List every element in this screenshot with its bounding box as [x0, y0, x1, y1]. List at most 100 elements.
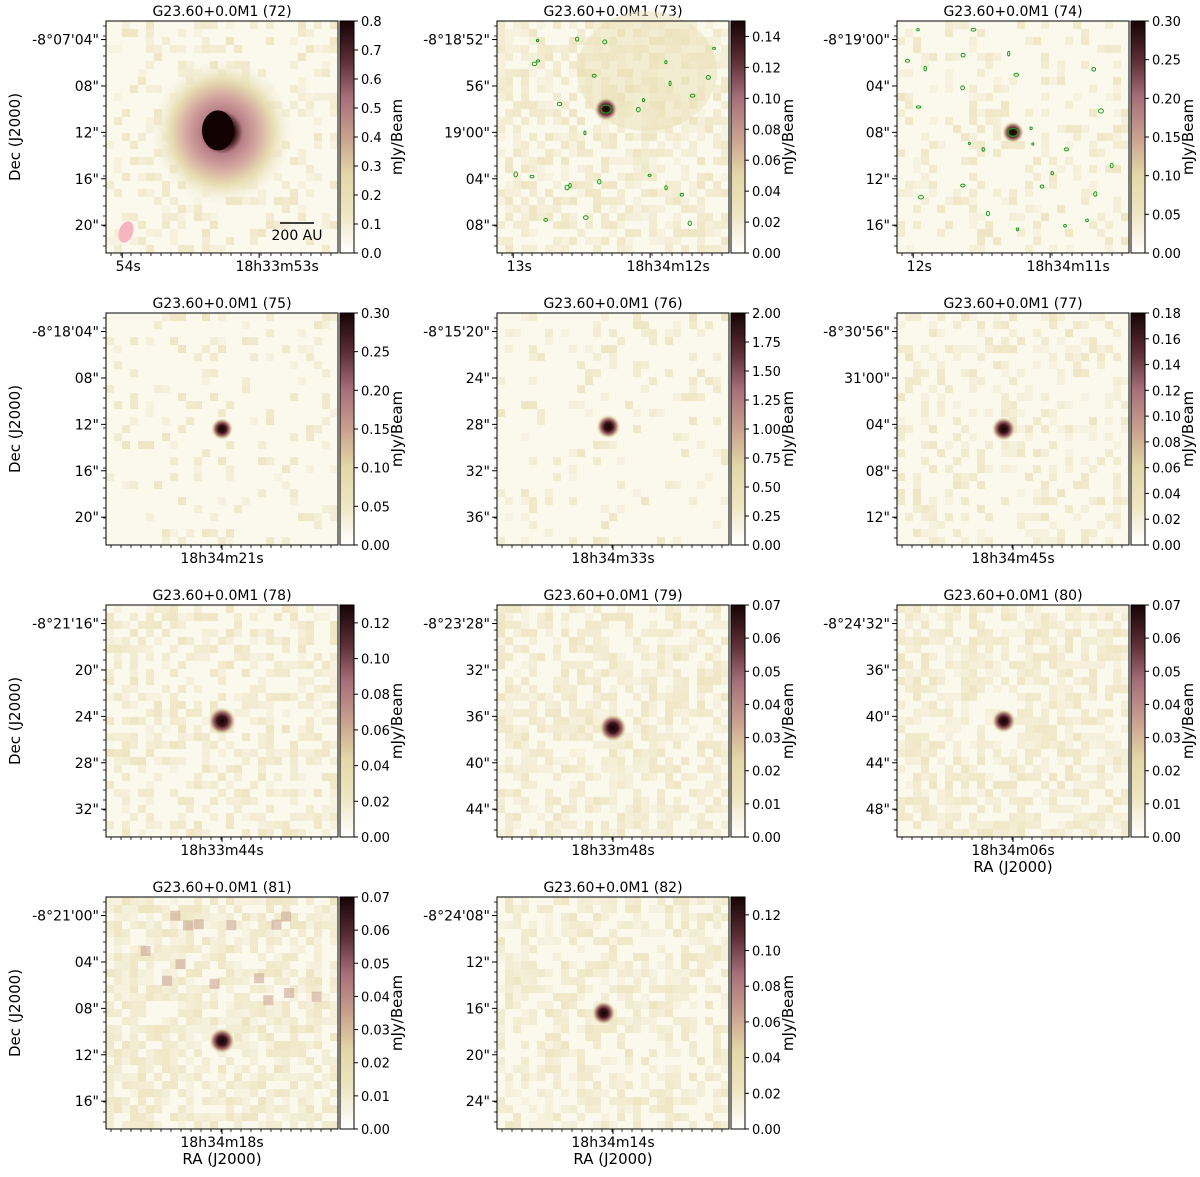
ytick-label: -8°24'08" [423, 909, 490, 925]
contours [513, 36, 717, 227]
colorbar-tick-label: 0.06 [361, 924, 390, 939]
xtick-label: 18h34m33s [571, 551, 654, 567]
ytick-label: -8°24'32" [823, 617, 890, 633]
source [991, 417, 1016, 441]
ytick-label: 20" [75, 663, 99, 679]
ytick-label: 24" [466, 1094, 490, 1110]
ytick-label: 28" [466, 417, 490, 433]
xlabel: RA (J2000) [973, 858, 1052, 876]
ytick-label: -8°23'28" [423, 617, 490, 633]
source [208, 707, 236, 735]
colorbar-tick-label: 0.25 [1152, 54, 1181, 69]
colorbar-tick-label: 0.3 [361, 160, 382, 175]
ytick-label: -8°18'04" [32, 325, 99, 341]
panel-title: G23.60+0.0M1 (81) [152, 880, 291, 896]
axes-frame [896, 20, 1130, 254]
ytick-label: 44" [866, 756, 890, 772]
ytick-label: 16" [466, 1001, 490, 1017]
colorbar-tick-label: 0.05 [752, 665, 781, 680]
colorbar-tick-label: 0.06 [361, 724, 390, 739]
colorbar-tick-label: 0.8 [361, 15, 382, 30]
colorbar-tick-label: 0.15 [1152, 131, 1181, 146]
colorbar-tick-label: 0.00 [752, 831, 781, 846]
colorbar-tick-label: 0.7 [361, 44, 382, 59]
panel-title: G23.60+0.0M1 (75) [152, 296, 291, 312]
colorbar [1130, 312, 1146, 546]
source [1002, 121, 1024, 144]
panel-73: G23.60+0.0M1 (73)-8°18'52"56"19'00"04"08… [423, 4, 797, 275]
colorbar-tick-label: 0.05 [361, 500, 390, 515]
xtick-label: 18h34m18s [180, 1135, 263, 1151]
colorbar-tick-label: 0.16 [1152, 333, 1181, 348]
colorbar-tick-label: 0.00 [1152, 247, 1181, 262]
ytick-label: -8°07'04" [32, 33, 99, 49]
colorbar-tick-label: 0.00 [1152, 831, 1181, 846]
colorbar-tick-label: 0.20 [1152, 92, 1181, 107]
xtick-label: 18h34m06s [971, 843, 1054, 859]
colorbar [339, 896, 355, 1130]
colorbar-tick-label: 0.02 [361, 1057, 390, 1072]
colorbar [339, 20, 355, 254]
ytick-label: 20" [466, 1048, 490, 1064]
noise-pixels [106, 313, 338, 545]
ytick-label: 31'00" [844, 371, 890, 387]
colorbar-tick-label: 0.05 [1152, 665, 1181, 680]
colorbar-tick-label: 0.03 [1152, 732, 1181, 747]
colorbar-tick-label: 0.01 [1152, 798, 1181, 813]
colorbar-tick-label: 0.15 [361, 423, 390, 438]
ytick-label: 12" [866, 172, 890, 188]
colorbar-tick-label: 0.4 [361, 131, 382, 146]
source [594, 97, 619, 122]
colorbar-tick-label: 0.30 [361, 307, 390, 322]
ytick-label: 08" [75, 1001, 99, 1017]
panel-title: G23.60+0.0M1 (74) [943, 4, 1082, 20]
xtick-label: 12s [907, 259, 932, 275]
ylabel: Dec (J2000) [6, 93, 24, 181]
colorbar-tick-label: 0.12 [752, 61, 781, 76]
ylabel: Dec (J2000) [6, 969, 24, 1057]
panel-81: G23.60+0.0M1 (81) -8°21'00" 04" 08" 12" 16" 18… [6, 880, 406, 1168]
panel-82: G23.60+0.0M1 (82) -8°24'08" 12" 16" 20" 24" 18… [423, 880, 797, 1168]
colorbar-tick-label: 0.50 [752, 481, 781, 496]
colorbar-tick-label: 0.04 [1152, 698, 1181, 713]
ytick-label: 32" [75, 802, 99, 818]
ytick-label: 24" [466, 371, 490, 387]
ytick-label: 04" [866, 79, 890, 95]
ytick-label: 32" [466, 663, 490, 679]
colorbar-tick-label: 0.08 [1152, 436, 1181, 451]
colorbar-tick-label: 0.00 [361, 539, 390, 554]
colorbar-tick-label: 1.00 [752, 423, 781, 438]
ytick-label: 56" [466, 79, 490, 95]
xtick-label: 18h33m53s [235, 259, 318, 275]
colorbar-label: mJy/Beam [388, 391, 406, 467]
panel-74: G23.60+0.0M1 (74) -8°19'00" 04" 08" 12" 16" 12… [823, 4, 1197, 275]
ytick-label: 36" [466, 709, 490, 725]
colorbar-tick-label: 0.08 [361, 688, 390, 703]
ytick-label: -8°21'00" [32, 909, 99, 925]
colorbar-tick-label: 0.05 [361, 957, 390, 972]
ytick-label: 04" [466, 172, 490, 188]
colorbar-tick-label: 0.25 [752, 510, 781, 525]
colorbar-tick-label: 0.30 [1152, 15, 1181, 30]
panel-77: G23.60+0.0M1 (77) -8°30'56" 31'00" 04" 08" 12… [823, 296, 1197, 567]
colorbar-tick-label: 0.10 [752, 945, 781, 960]
colorbar-tick-label: 0.14 [1152, 359, 1181, 374]
ytick-label: 04" [75, 955, 99, 971]
source-core [202, 110, 234, 151]
colorbar-tick-label: 0.03 [361, 1024, 390, 1039]
ytick-label: -8°19'00" [823, 33, 890, 49]
colorbar-tick-label: 0.02 [361, 795, 390, 810]
colorbar-tick-label: 0.2 [361, 189, 382, 204]
ytick-label: 44" [466, 802, 490, 818]
noise-pixels [106, 897, 338, 1129]
ytick-label: 08" [75, 371, 99, 387]
panel-79: G23.60+0.0M1 (79) -8°23'28" 32" 36" 40" 44" 18… [423, 588, 797, 859]
colorbar-label: mJy/Beam [779, 391, 797, 467]
noise-pixels [897, 313, 1129, 545]
colorbar-tick-label: 0.06 [752, 632, 781, 647]
colorbar-tick-label: 1.25 [752, 394, 781, 409]
colorbar-tick-label: 0.6 [361, 73, 382, 88]
xtick-label: 18h33m44s [180, 843, 263, 859]
